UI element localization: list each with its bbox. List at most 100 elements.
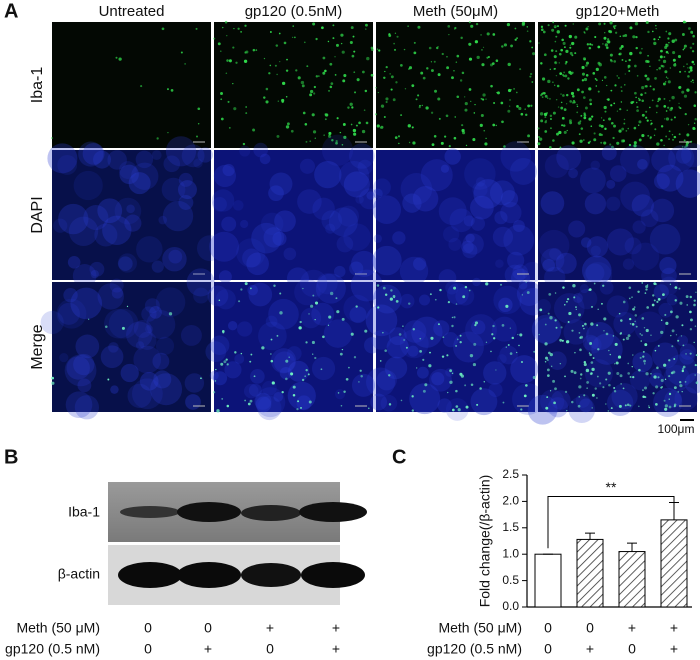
nucleus-blur bbox=[325, 223, 336, 234]
cell-signal bbox=[547, 24, 550, 27]
cell-signal bbox=[285, 359, 289, 363]
cell-signal bbox=[691, 79, 694, 82]
cell-signal bbox=[430, 111, 434, 114]
cell-signal bbox=[581, 79, 585, 82]
cell-signal bbox=[561, 339, 564, 342]
nucleus-blur bbox=[351, 373, 376, 397]
cell-signal bbox=[281, 390, 284, 394]
cell-signal bbox=[669, 67, 671, 69]
nucleus-blur bbox=[433, 320, 450, 337]
cell-signal bbox=[455, 303, 458, 305]
nucleus-blur bbox=[251, 222, 282, 254]
cell-signal bbox=[655, 283, 658, 286]
cell-signal bbox=[589, 102, 593, 106]
nucleus-blur bbox=[66, 356, 90, 380]
cell-signal bbox=[562, 286, 565, 289]
nucleus-blur bbox=[126, 204, 135, 214]
cell-signal bbox=[640, 340, 643, 342]
cell-signal bbox=[300, 406, 302, 409]
nucleus-blur bbox=[133, 319, 152, 338]
cell-signal bbox=[658, 36, 661, 39]
cell-signal bbox=[609, 143, 612, 146]
cell-signal bbox=[692, 127, 695, 130]
cell-signal bbox=[602, 386, 605, 389]
cell-signal bbox=[560, 101, 563, 104]
cell-signal bbox=[674, 38, 678, 42]
bar bbox=[576, 538, 604, 608]
cell-signal bbox=[624, 33, 628, 37]
cell-signal bbox=[510, 44, 513, 48]
cell-signal bbox=[672, 58, 676, 62]
cell-signal bbox=[693, 303, 696, 307]
cell-signal bbox=[647, 134, 650, 137]
cell-signal bbox=[600, 141, 603, 144]
cell-signal bbox=[422, 358, 425, 361]
cell-signal bbox=[682, 344, 685, 347]
cell-signal bbox=[442, 336, 445, 339]
nucleus-blur bbox=[462, 243, 478, 259]
cell-signal bbox=[663, 363, 667, 367]
cell-signal bbox=[509, 352, 513, 355]
cell-signal bbox=[537, 127, 540, 130]
nucleus-blur bbox=[536, 299, 551, 314]
cell-signal bbox=[689, 295, 693, 299]
cell-signal bbox=[668, 130, 671, 133]
cell-signal bbox=[461, 124, 464, 127]
nucleus-blur bbox=[255, 387, 286, 418]
cell-signal bbox=[565, 340, 570, 344]
cell-signal bbox=[560, 48, 564, 52]
cell-signal bbox=[650, 334, 652, 336]
nucleus-blur bbox=[338, 205, 360, 227]
cell-signal bbox=[576, 88, 580, 92]
cell-signal bbox=[608, 383, 611, 387]
cell-signal bbox=[546, 358, 549, 362]
cell-signal bbox=[446, 354, 449, 357]
treatment-value: 0 bbox=[544, 620, 552, 636]
cell-signal bbox=[686, 304, 688, 306]
cell-signal bbox=[438, 323, 440, 326]
cell-signal bbox=[565, 60, 568, 64]
nucleus-blur bbox=[440, 164, 450, 173]
cell-signal bbox=[554, 61, 558, 65]
cell-signal bbox=[465, 144, 468, 147]
cell-signal bbox=[617, 355, 622, 359]
cell-signal bbox=[625, 129, 628, 132]
cell-signal bbox=[585, 64, 588, 67]
cell-signal bbox=[558, 62, 560, 64]
nucleus-blur bbox=[572, 292, 583, 303]
cell-signal bbox=[583, 394, 586, 397]
cell-signal bbox=[572, 23, 574, 25]
micrograph-bg bbox=[214, 150, 373, 280]
nucleus-blur bbox=[606, 196, 621, 211]
cell-signal bbox=[221, 398, 224, 400]
cell-signal bbox=[514, 27, 517, 30]
nucleus-blur bbox=[118, 256, 133, 271]
treatment-value: 0 bbox=[266, 641, 274, 657]
cell-signal bbox=[619, 374, 623, 378]
nucleus-blur bbox=[139, 371, 159, 391]
cell-signal bbox=[470, 24, 474, 28]
nucleus-blur bbox=[518, 280, 528, 290]
cell-signal bbox=[556, 132, 559, 136]
cell-signal bbox=[665, 110, 668, 112]
cell-signal bbox=[638, 138, 642, 142]
cell-signal bbox=[648, 406, 650, 409]
nucleus-blur bbox=[207, 285, 229, 307]
column-header: gp120+Meth bbox=[576, 3, 660, 20]
micrograph-bg bbox=[376, 22, 535, 148]
cell-signal bbox=[449, 380, 453, 384]
micrograph bbox=[538, 143, 700, 291]
cell-signal bbox=[678, 287, 681, 290]
cell-signal bbox=[681, 369, 685, 373]
cell-signal bbox=[605, 332, 609, 336]
cell-signal bbox=[352, 35, 355, 38]
nucleus-blur bbox=[212, 196, 227, 212]
cell-signal bbox=[660, 319, 663, 321]
cell-signal bbox=[509, 99, 511, 101]
cell-signal bbox=[275, 44, 279, 47]
cell-signal bbox=[619, 47, 622, 50]
nucleus-blur bbox=[366, 367, 396, 397]
nucleus-blur bbox=[384, 356, 408, 380]
cell-signal bbox=[459, 372, 463, 376]
cell-signal bbox=[468, 42, 472, 46]
